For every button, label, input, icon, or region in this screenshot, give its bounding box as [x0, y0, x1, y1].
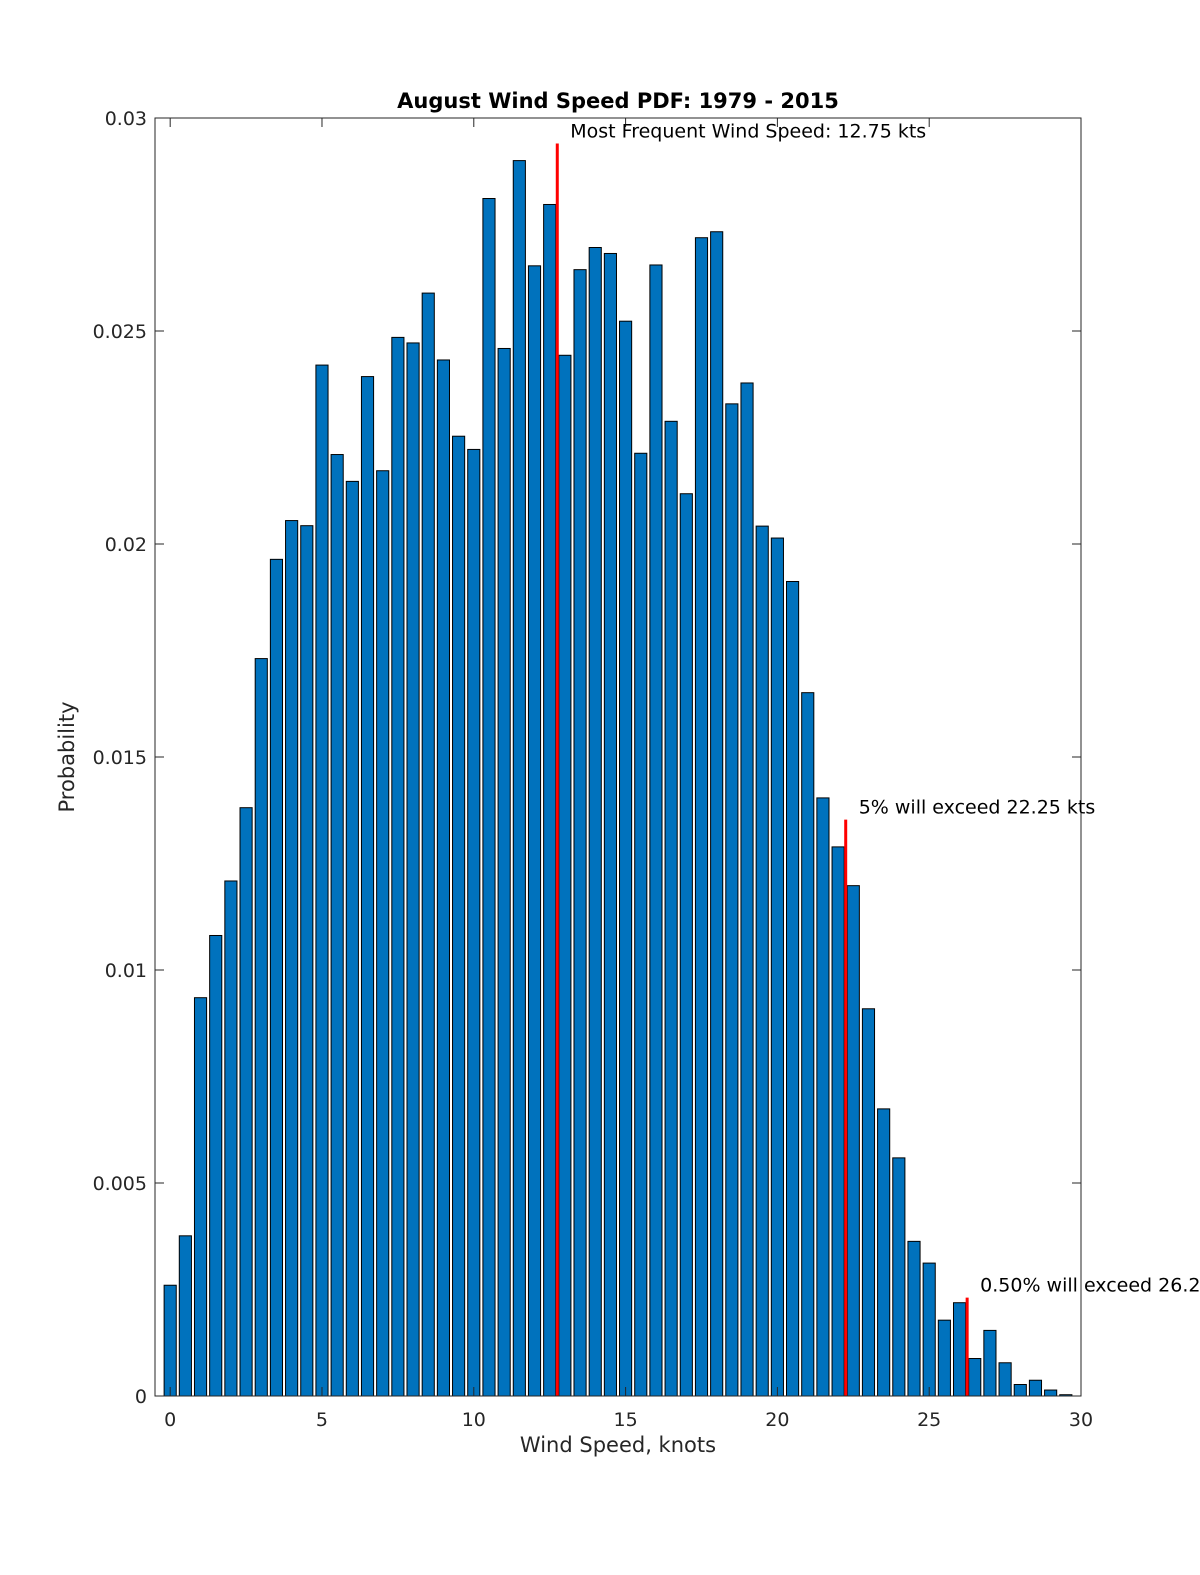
bar: [877, 1108, 891, 1397]
bar: [497, 347, 511, 1397]
marker-annotation: Most Frequent Wind Speed: 12.75 kts: [570, 121, 926, 143]
bar: [770, 537, 784, 1397]
bar: [209, 934, 223, 1397]
bar: [178, 1235, 192, 1397]
bar: [163, 1284, 177, 1397]
y-tick-label: 0.015: [93, 747, 147, 769]
bar: [634, 452, 648, 1397]
bar: [315, 364, 329, 1397]
bar: [922, 1262, 936, 1397]
bar: [527, 265, 542, 1397]
chart-title: August Wind Speed PDF: 1979 - 2015: [397, 89, 839, 113]
ticks-group: 0 5 10 15 20 25 30 0 0.005 0.01 0.015 0.02 0.025 0.03: [93, 108, 1094, 1431]
bar: [619, 320, 633, 1397]
y-tick-label: 0.01: [105, 960, 147, 982]
bar: [603, 252, 617, 1397]
bar: [588, 247, 602, 1397]
bar: [1013, 1384, 1027, 1397]
bar: [937, 1319, 951, 1397]
bar: [892, 1157, 906, 1397]
bar: [285, 520, 299, 1397]
bar: [558, 354, 572, 1397]
x-tick-label: 25: [917, 1409, 941, 1431]
bar: [1044, 1389, 1058, 1397]
bar: [254, 658, 268, 1397]
x-axis-label: Wind Speed, knots: [520, 1433, 716, 1457]
bar: [952, 1302, 967, 1397]
bar: [694, 237, 709, 1397]
bar: [543, 203, 557, 1397]
bar: [649, 264, 663, 1397]
y-tick-label: 0.025: [93, 321, 147, 343]
bar: [436, 359, 450, 1397]
bar: [421, 292, 435, 1397]
bar: [679, 493, 693, 1397]
bar: [816, 797, 830, 1397]
bar: [573, 269, 587, 1397]
bar: [482, 198, 496, 1397]
marker-annotation: 0.50% will exceed 26.25 kts: [980, 1275, 1200, 1297]
bar: [406, 342, 420, 1397]
x-tick-label: 20: [765, 1409, 789, 1431]
bar: [452, 435, 466, 1397]
bar: [907, 1240, 921, 1397]
y-tick-label: 0.03: [105, 108, 147, 130]
bar: [740, 382, 754, 1397]
bar: [376, 470, 390, 1397]
y-tick-label: 0.02: [105, 534, 147, 556]
bar: [846, 885, 860, 1397]
bar: [467, 448, 481, 1397]
x-tick-label: 30: [1069, 1409, 1093, 1431]
bar: [983, 1329, 997, 1397]
bar: [725, 403, 739, 1397]
bar: [664, 420, 678, 1397]
bar: [193, 997, 208, 1397]
x-tick-label: 15: [613, 1409, 637, 1431]
x-tick-label: 5: [316, 1409, 328, 1431]
bar: [801, 692, 815, 1397]
annotations-group: Most Frequent Wind Speed: 12.75 kts 5% wi…: [570, 121, 1200, 1297]
x-tick-label: 10: [462, 1409, 486, 1431]
bar: [861, 1008, 876, 1397]
bar: [300, 525, 314, 1397]
y-axis-label: Probability: [55, 701, 79, 812]
bar: [360, 376, 375, 1397]
bar: [968, 1358, 982, 1397]
bar: [786, 580, 800, 1397]
bar: [391, 336, 405, 1397]
bar: [998, 1362, 1012, 1397]
markers-group: [555, 143, 969, 1396]
bar: [239, 807, 253, 1397]
bar: [330, 454, 344, 1397]
bar: [755, 525, 769, 1397]
x-tick-label: 0: [164, 1409, 176, 1431]
bar: [1028, 1379, 1043, 1397]
y-tick-label: 0: [135, 1386, 147, 1408]
bar: [512, 160, 526, 1397]
bar: [345, 480, 359, 1397]
bar: [710, 231, 724, 1397]
bar: [224, 880, 238, 1397]
marker-annotation: 5% will exceed 22.25 kts: [859, 797, 1096, 819]
bar: [269, 558, 284, 1397]
bar: [831, 846, 845, 1397]
y-tick-label: 0.005: [93, 1173, 147, 1195]
